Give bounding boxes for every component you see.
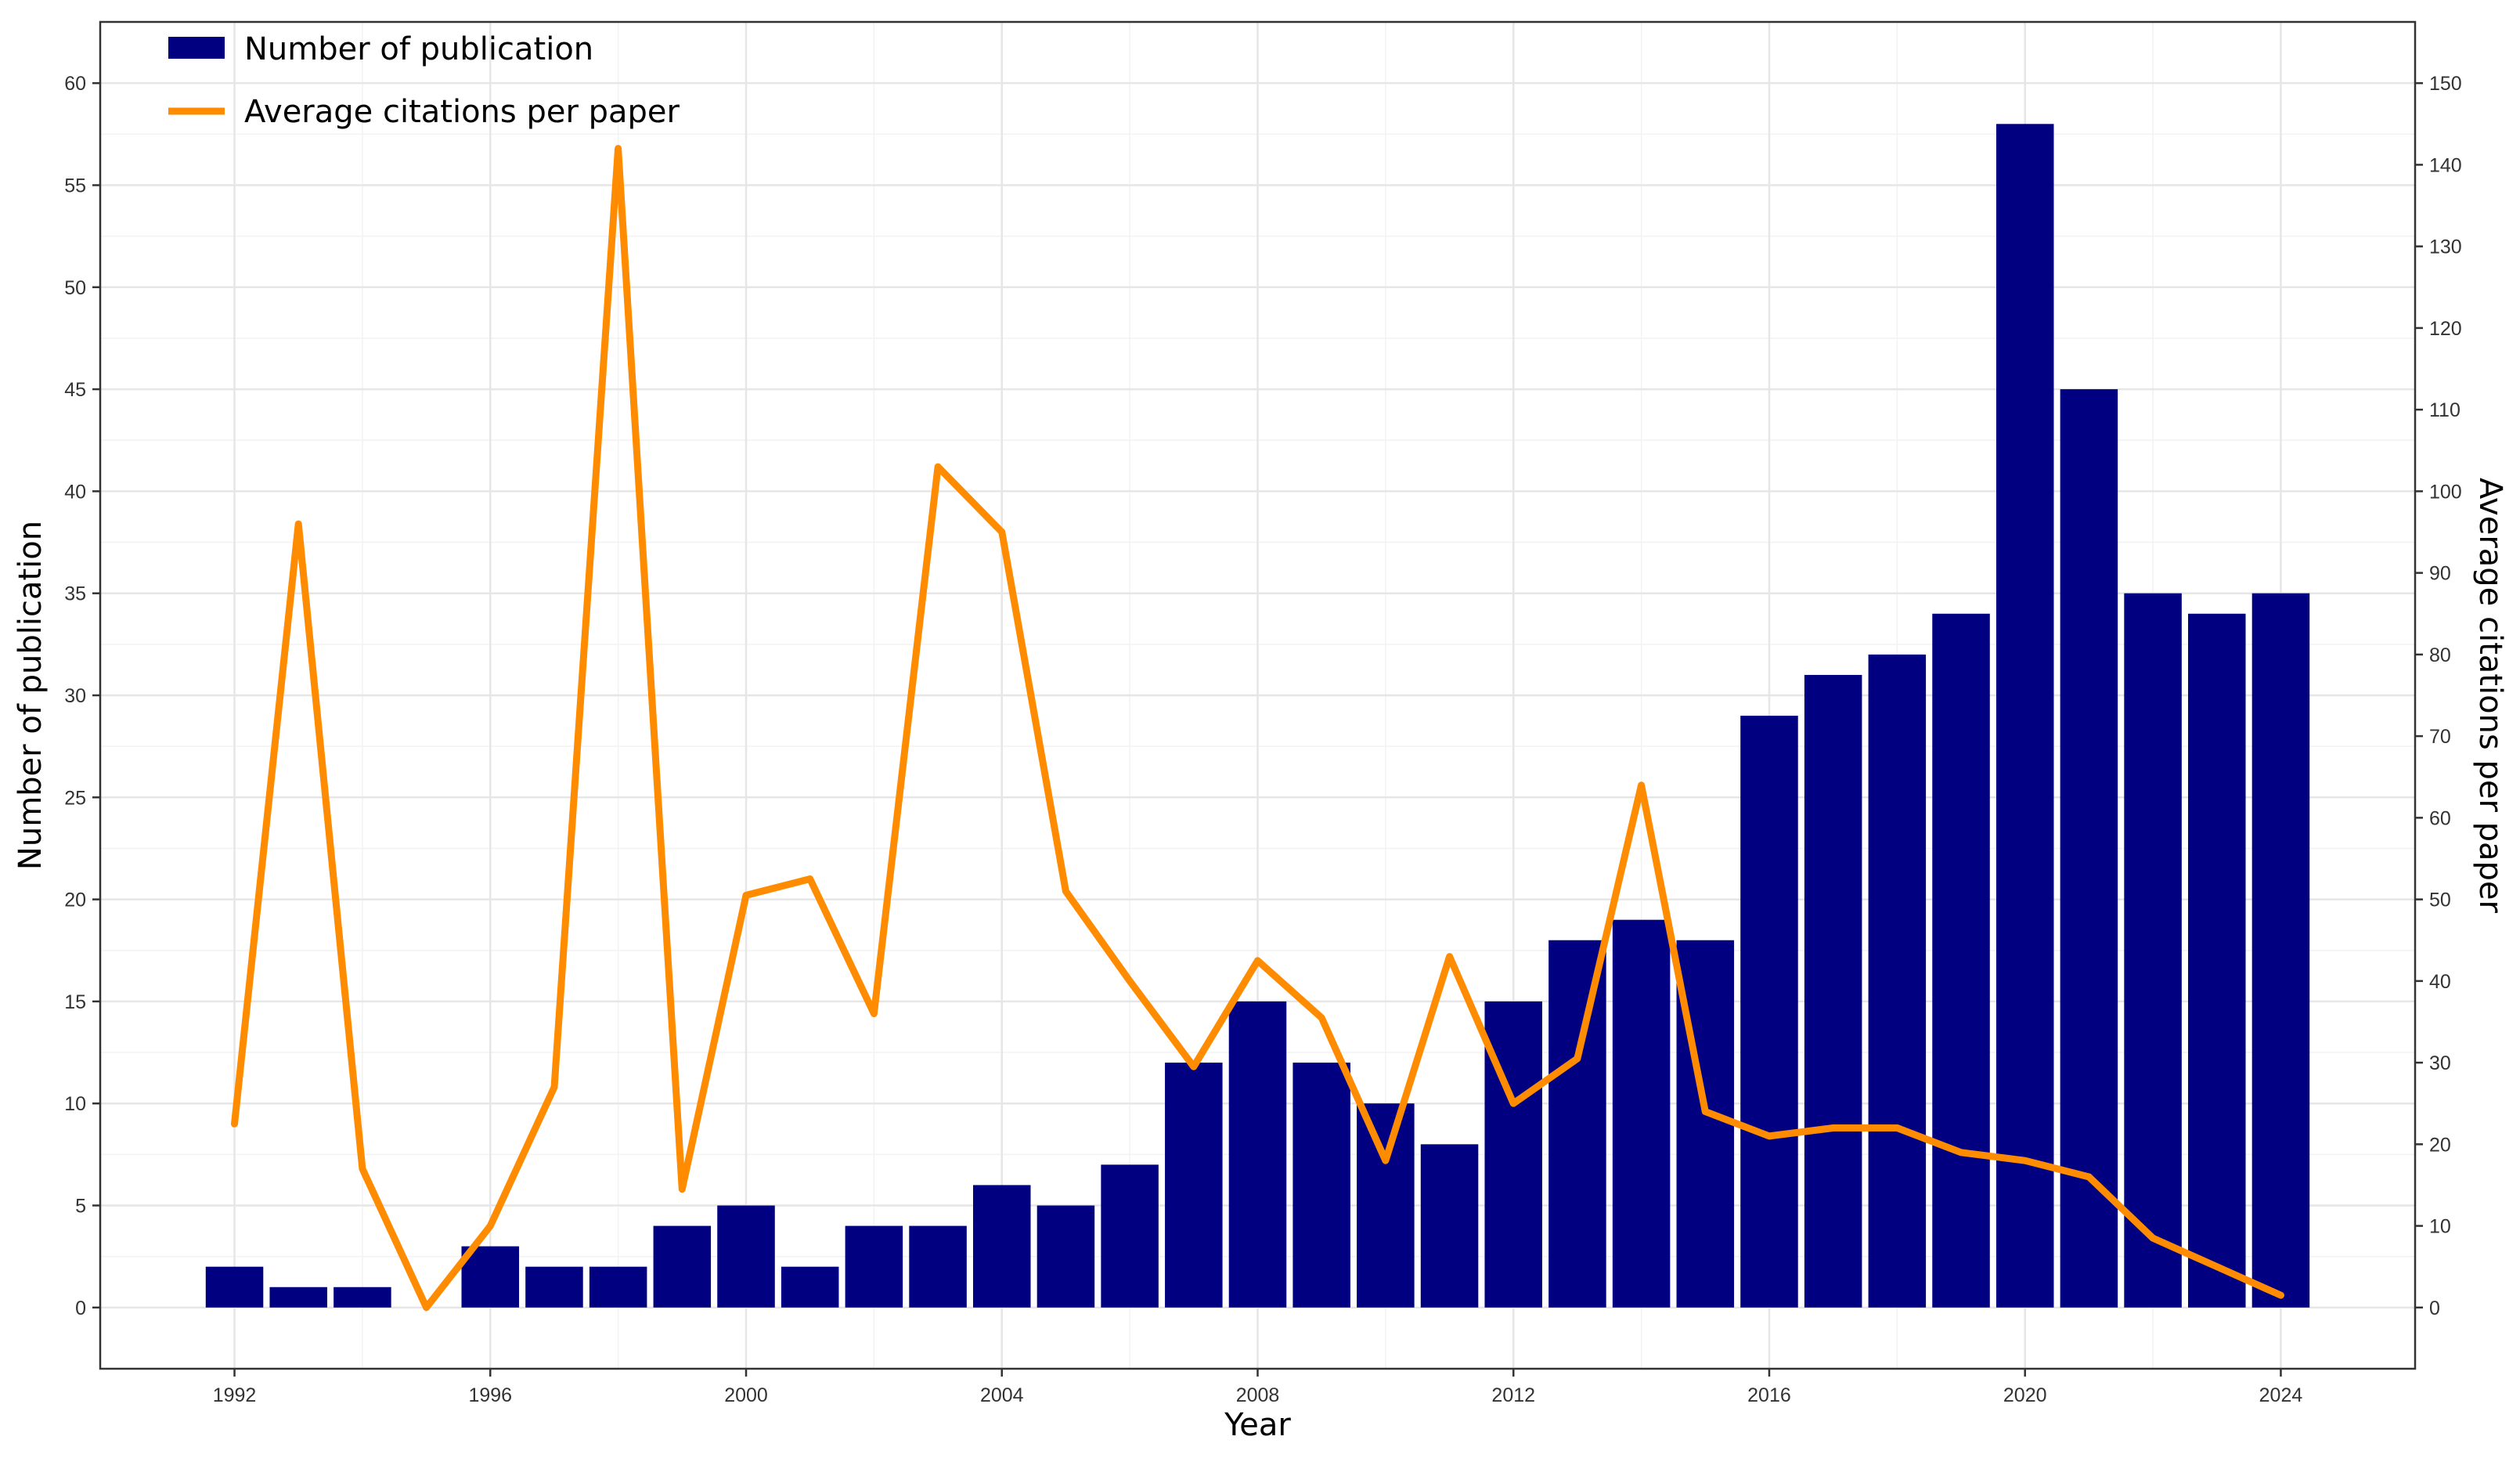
bar-2006 <box>1101 1164 1159 1308</box>
bar-2016 <box>1740 716 1798 1308</box>
left-tick-label-35: 35 <box>64 583 86 605</box>
right-axis-tick-labels: 0 10 20 30 40 50 60 70 80 90 100 110 120 130 140 150 <box>2429 73 2462 1319</box>
line-series-citations <box>231 145 2284 1312</box>
bar-2009 <box>1292 1063 1350 1308</box>
x-axis-tick-labels: 1992 1996 2000 2004 2008 2012 2016 2020 2024 <box>213 1384 2303 1406</box>
left-tick-label-60: 60 <box>64 73 86 95</box>
axis-ticks <box>92 81 2423 1377</box>
legend-key-bar <box>168 37 225 59</box>
bar-2002 <box>845 1225 903 1308</box>
left-tick-label-15: 15 <box>64 991 86 1013</box>
bar-2000 <box>717 1205 775 1308</box>
left-tick-label-0: 0 <box>75 1297 86 1319</box>
right-tick-label-70: 70 <box>2429 726 2451 748</box>
bar-2012 <box>1484 1001 1542 1308</box>
left-tick-label-20: 20 <box>64 890 86 911</box>
bar-1997 <box>525 1266 583 1308</box>
right-tick-label-30: 30 <box>2429 1052 2451 1074</box>
bar-2018 <box>1868 654 1927 1308</box>
right-tick-label-130: 130 <box>2429 236 2462 258</box>
right-tick-label-90: 90 <box>2429 563 2451 585</box>
left-tick-label-40: 40 <box>64 481 86 503</box>
x-tick-label-1992: 1992 <box>213 1384 257 1406</box>
x-tick-label-2016: 2016 <box>1747 1384 1791 1406</box>
bar-2011 <box>1420 1144 1479 1308</box>
x-tick-label-2020: 2020 <box>2003 1384 2047 1406</box>
x-tick-label-2008: 2008 <box>1236 1384 1280 1406</box>
bar-2020 <box>1995 124 2054 1308</box>
bar-2013 <box>1548 940 1606 1308</box>
right-tick-label-140: 140 <box>2429 154 2462 176</box>
right-tick-label-80: 80 <box>2429 644 2451 666</box>
x-tick-label-2000: 2000 <box>724 1384 768 1406</box>
left-tick-label-30: 30 <box>64 685 86 707</box>
left-axis-tick-labels: 0 5 10 15 20 25 30 35 40 45 50 55 60 <box>64 73 86 1319</box>
left-tick-label-5: 5 <box>75 1196 86 1218</box>
left-tick-label-45: 45 <box>64 379 86 401</box>
bar-2003 <box>909 1225 967 1308</box>
x-tick-label-2024: 2024 <box>2259 1384 2303 1406</box>
bar-2019 <box>1932 613 1990 1308</box>
bar-1999 <box>653 1225 712 1308</box>
bar-2005 <box>1036 1205 1095 1308</box>
legend-label-publications: Number of publication <box>244 31 593 67</box>
bar-2001 <box>781 1266 839 1308</box>
bar-2021 <box>2060 389 2118 1308</box>
right-tick-label-40: 40 <box>2429 971 2451 993</box>
left-tick-label-55: 55 <box>64 175 86 197</box>
bar-2007 <box>1165 1063 1223 1308</box>
bar-2004 <box>973 1185 1031 1308</box>
bar-1994 <box>333 1287 391 1308</box>
x-tick-label-2004: 2004 <box>980 1384 1024 1406</box>
right-tick-label-20: 20 <box>2429 1134 2451 1156</box>
bar-1992 <box>205 1266 264 1308</box>
right-tick-label-60: 60 <box>2429 807 2451 829</box>
right-tick-label-110: 110 <box>2429 399 2461 421</box>
right-tick-label-50: 50 <box>2429 890 2451 911</box>
right-tick-label-0: 0 <box>2429 1297 2440 1319</box>
right-tick-label-10: 10 <box>2429 1216 2451 1238</box>
x-tick-label-1996: 1996 <box>468 1384 512 1406</box>
bar-2010 <box>1357 1103 1415 1308</box>
left-tick-label-50: 50 <box>64 277 86 299</box>
legend: Number of publication Average citations … <box>168 31 680 130</box>
bar-1993 <box>269 1287 327 1308</box>
x-axis-title: Year <box>1224 1407 1291 1443</box>
bar-2008 <box>1228 1001 1287 1308</box>
bar-2023 <box>2188 613 2246 1308</box>
bar-2024 <box>2251 593 2310 1308</box>
bar-2014 <box>1612 919 1671 1308</box>
bar-2022 <box>2124 593 2182 1308</box>
y-axis-right-title: Average citations per paper <box>2472 478 2508 914</box>
bar-1996 <box>461 1246 520 1308</box>
left-tick-label-10: 10 <box>64 1093 86 1115</box>
right-tick-label-100: 100 <box>2429 481 2462 503</box>
right-tick-label-150: 150 <box>2429 73 2462 95</box>
bars-number-of-publication <box>205 124 2310 1308</box>
bar-1998 <box>589 1266 647 1308</box>
left-tick-label-25: 25 <box>64 787 86 809</box>
x-tick-label-2012: 2012 <box>1491 1384 1535 1406</box>
legend-label-citations: Average citations per paper <box>244 94 680 130</box>
right-tick-label-120: 120 <box>2429 318 2462 340</box>
y-axis-left-title: Number of publication <box>13 521 49 870</box>
bar-2017 <box>1804 674 1862 1308</box>
line-average-citations <box>231 145 2284 1312</box>
